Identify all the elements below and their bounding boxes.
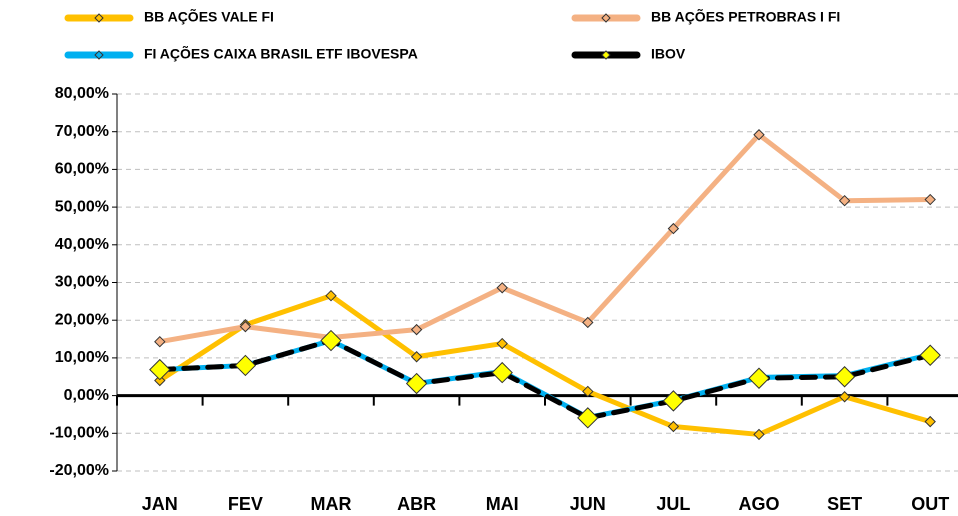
y-tick-label: 0,00% <box>64 387 109 404</box>
x-tick-label: MAI <box>486 494 519 514</box>
data-point <box>662 390 685 412</box>
data-point <box>239 320 252 333</box>
y-tick-label: -20,00% <box>49 462 109 479</box>
series-line <box>157 293 933 437</box>
y-tick-label: 40,00% <box>55 236 109 253</box>
legend-label: IBOV <box>651 46 686 62</box>
y-tick-label: 20,00% <box>55 311 109 328</box>
x-tick-label: AGO <box>738 494 779 514</box>
series-line <box>157 338 933 421</box>
legend-label: BB AÇÕES VALE FI <box>144 8 274 25</box>
legend-marker <box>601 13 611 23</box>
legend-marker <box>94 13 104 23</box>
data-point <box>919 344 941 366</box>
data-point <box>149 358 171 381</box>
data-point <box>491 361 513 384</box>
legend-label: BB AÇÕES PETROBRAS I FI <box>651 8 840 25</box>
data-point <box>496 282 508 294</box>
data-point <box>838 391 851 403</box>
data-point <box>753 428 765 441</box>
x-tick-label: JUN <box>570 494 606 514</box>
data-point <box>496 337 508 350</box>
x-tick-label: MAR <box>311 494 352 514</box>
legend-label: FI AÇÕES CAIXA BRASIL ETF IBOVESPA <box>144 45 418 62</box>
data-point <box>320 329 342 352</box>
data-point <box>924 193 936 206</box>
data-point <box>667 222 680 235</box>
y-tick-label: -10,00% <box>49 425 109 442</box>
data-point <box>234 354 257 377</box>
data-point <box>325 289 337 302</box>
data-point <box>410 351 423 363</box>
y-tick-label: 50,00% <box>55 198 109 215</box>
legend-marker <box>601 50 611 60</box>
x-tick-label: JAN <box>142 494 178 514</box>
x-tick-label: JUL <box>656 494 690 514</box>
data-point <box>410 323 423 336</box>
data-point <box>154 374 166 387</box>
data-point <box>748 367 770 389</box>
data-point <box>753 129 765 141</box>
data-point <box>405 372 428 395</box>
series-line <box>157 132 933 345</box>
y-tick-label: 70,00% <box>55 123 109 140</box>
data-point <box>577 407 599 429</box>
x-tick-label: FEV <box>228 494 263 514</box>
x-tick-label: OUT <box>911 494 949 514</box>
data-point <box>582 316 594 329</box>
data-point <box>838 194 851 207</box>
data-point <box>667 420 680 433</box>
y-tick-label: 30,00% <box>55 274 109 291</box>
data-point <box>924 415 936 428</box>
legend-marker <box>94 50 104 60</box>
x-tick-label: ABR <box>397 494 436 514</box>
y-tick-label: 80,00% <box>55 85 109 102</box>
y-tick-label: 60,00% <box>55 161 109 178</box>
data-point <box>154 335 166 348</box>
data-point <box>833 366 856 388</box>
y-tick-label: 10,00% <box>55 349 109 366</box>
x-tick-label: SET <box>827 494 862 514</box>
data-point <box>582 385 594 398</box>
